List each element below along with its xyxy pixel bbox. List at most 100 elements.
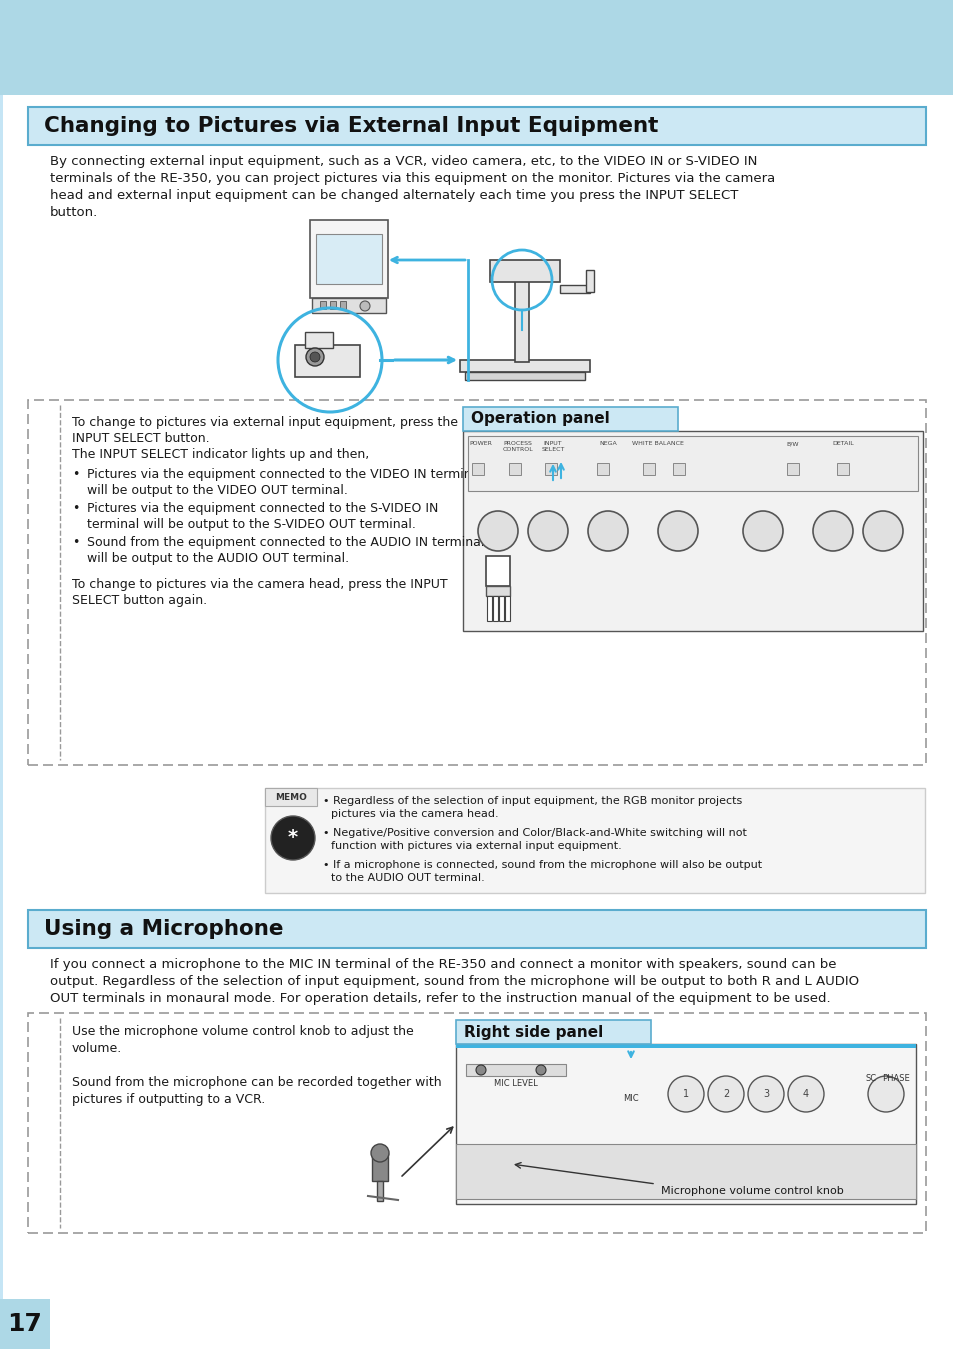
Text: volume.: volume. [71,1041,122,1055]
Bar [462,407,678,430]
Text: To change to pictures via the camera head, press the INPUT: To change to pictures via the camera hea… [71,577,447,591]
Bar [312,298,386,313]
Bar [456,1144,915,1199]
Bar [28,107,925,144]
Text: POWER: POWER [469,441,492,447]
Circle shape [477,511,517,550]
Text: 1: 1 [682,1089,688,1099]
Bar [376,1180,382,1201]
Bar [509,463,520,475]
Text: Right side panel: Right side panel [463,1024,602,1040]
Text: terminals of the RE-350, you can project pictures via this equipment on the moni: terminals of the RE-350, you can project… [50,173,775,185]
Text: Changing to Pictures via External Input Equipment: Changing to Pictures via External Input … [44,116,658,136]
Bar [498,596,503,621]
Circle shape [476,1064,485,1075]
Bar [265,788,316,805]
Bar [319,301,326,309]
Bar [465,1064,565,1077]
Text: Sound from the equipment connected to the AUDIO IN terminal: Sound from the equipment connected to th… [87,536,484,549]
Text: DETAIL: DETAIL [831,441,853,447]
Bar [504,596,510,621]
Circle shape [747,1077,783,1112]
Text: output. Regardless of the selection of input equipment, sound from the microphon: output. Regardless of the selection of i… [50,975,859,987]
Circle shape [812,511,852,550]
Text: Microphone volume control knob: Microphone volume control knob [660,1186,842,1197]
Bar [28,911,925,948]
Bar [468,436,917,491]
Text: WHITE BALANCE: WHITE BALANCE [632,441,683,447]
Circle shape [862,511,902,550]
Circle shape [306,348,324,366]
Text: The INPUT SELECT indicator lights up and then,: The INPUT SELECT indicator lights up and… [71,448,369,461]
Circle shape [527,511,567,550]
Text: • Regardless of the selection of input equipment, the RGB monitor projects: • Regardless of the selection of input e… [323,796,741,805]
Bar [315,233,381,285]
Bar [597,463,608,475]
Text: MIC: MIC [622,1094,639,1103]
Text: MEMO: MEMO [274,792,307,801]
Text: MIC LEVEL: MIC LEVEL [494,1079,537,1089]
Text: button.: button. [50,206,98,219]
Bar [544,463,557,475]
Circle shape [536,1064,545,1075]
Bar [265,788,924,893]
Text: pictures via the camera head.: pictures via the camera head. [331,809,498,819]
Text: •: • [71,536,79,549]
Bar [28,1013,925,1233]
Text: 3: 3 [762,1089,768,1099]
Circle shape [271,816,314,861]
Bar [330,301,335,309]
Text: OUT terminals in monaural mode. For operation details, refer to the instruction : OUT terminals in monaural mode. For oper… [50,992,830,1005]
Bar [294,345,359,376]
Text: By connecting external input equipment, such as a VCR, video camera, etc, to the: By connecting external input equipment, … [50,155,757,169]
Text: To change to pictures via external input equipment, press the: To change to pictures via external input… [71,415,457,429]
Circle shape [707,1077,743,1112]
Text: Use the microphone volume control knob to adjust the: Use the microphone volume control knob t… [71,1025,414,1037]
Circle shape [867,1077,903,1112]
Bar [459,360,589,372]
Text: head and external input equipment can be changed alternately each time you press: head and external input equipment can be… [50,189,738,202]
Text: Pictures via the equipment connected to the S-VIDEO IN: Pictures via the equipment connected to … [87,502,438,515]
Text: pictures if outputting to a VCR.: pictures if outputting to a VCR. [71,1093,265,1106]
Bar [786,463,799,475]
Circle shape [658,511,698,550]
Circle shape [742,511,782,550]
Bar [642,463,655,475]
Text: terminal will be output to the S-VIDEO OUT terminal.: terminal will be output to the S-VIDEO O… [87,518,416,532]
Text: INPUT
SELECT: INPUT SELECT [540,441,564,452]
Text: PHASE: PHASE [882,1074,909,1083]
Bar [462,430,923,631]
Bar [486,596,492,621]
Bar [490,260,559,282]
Bar [472,463,483,475]
Circle shape [371,1144,389,1161]
Circle shape [667,1077,703,1112]
Text: •: • [71,502,79,515]
Bar [0,0,953,94]
Text: •: • [71,468,79,482]
Text: 17: 17 [8,1313,42,1336]
Text: NEGA: NEGA [598,441,617,447]
Bar [28,401,925,765]
Bar [310,220,388,298]
Bar [515,281,529,362]
Text: If you connect a microphone to the MIC IN terminal of the RE-350 and connect a m: If you connect a microphone to the MIC I… [50,958,836,971]
Bar [585,270,594,291]
Bar [456,1044,915,1048]
Bar [456,1020,650,1044]
Circle shape [587,511,627,550]
Bar [339,301,346,309]
Text: B/W: B/W [786,441,799,447]
Bar [672,463,684,475]
Text: to the AUDIO OUT terminal.: to the AUDIO OUT terminal. [331,873,484,884]
Text: • If a microphone is connected, sound from the microphone will also be output: • If a microphone is connected, sound fr… [323,861,761,870]
Circle shape [359,301,370,312]
Bar [493,596,497,621]
Bar [0,1299,50,1349]
Circle shape [310,352,319,362]
Bar [0,94,3,1349]
Text: Pictures via the equipment connected to the VIDEO IN terminal: Pictures via the equipment connected to … [87,468,482,482]
Text: will be output to the VIDEO OUT terminal.: will be output to the VIDEO OUT terminal… [87,484,348,496]
Text: SC: SC [864,1074,876,1083]
Bar [836,463,848,475]
